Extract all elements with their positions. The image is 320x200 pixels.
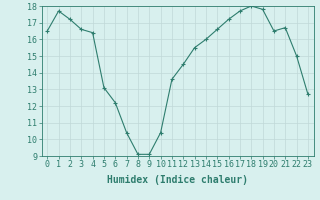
- X-axis label: Humidex (Indice chaleur): Humidex (Indice chaleur): [107, 175, 248, 185]
